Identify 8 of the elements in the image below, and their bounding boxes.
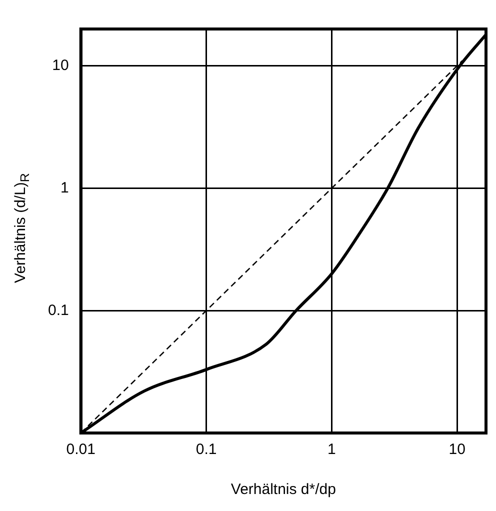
x-axis-title: Verhältnis d*/dp xyxy=(230,481,336,498)
y-tick-label: 1 xyxy=(60,179,69,196)
y-tick-label: 10 xyxy=(52,56,69,74)
x-tick-label: 1 xyxy=(328,441,336,458)
y-tick-label: 0.1 xyxy=(48,302,69,319)
x-tick-label: 0.1 xyxy=(196,441,217,458)
x-tick-label: 0.01 xyxy=(66,441,96,458)
x-tick-label: 10 xyxy=(448,441,466,458)
